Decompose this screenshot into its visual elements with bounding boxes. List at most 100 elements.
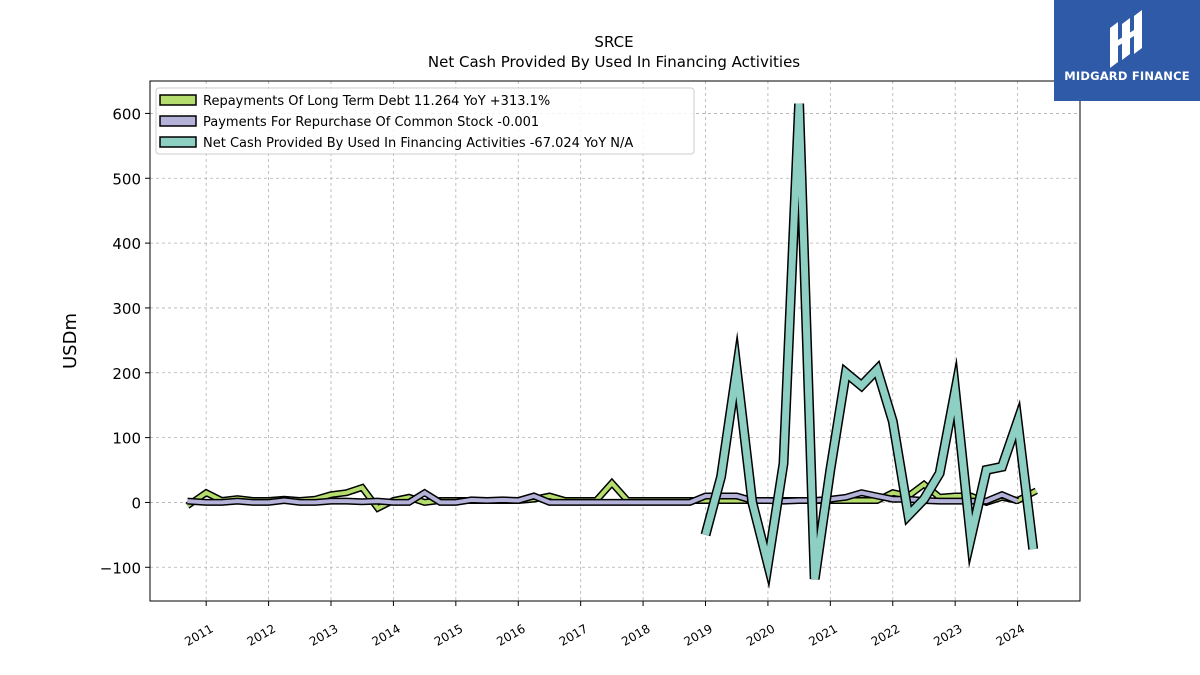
x-tick-label: 2020 xyxy=(744,621,777,648)
data-point xyxy=(346,492,347,493)
plot-frame xyxy=(149,80,1081,602)
x-tick-label: 2021 xyxy=(806,621,839,648)
legend-frame xyxy=(155,87,695,155)
data-point xyxy=(955,390,956,391)
data-point xyxy=(206,502,207,503)
x-tick-label: 2013 xyxy=(307,621,340,648)
x-tick-label: 2016 xyxy=(494,621,527,648)
data-point xyxy=(736,369,737,370)
legend-swatch xyxy=(159,136,197,148)
data-point xyxy=(877,369,878,370)
data-point xyxy=(705,534,706,535)
y-axis: −100 0 100 200 300 400 500 600 xyxy=(100,105,150,577)
data-point xyxy=(377,501,378,502)
x-tick-label: 2012 xyxy=(245,621,278,648)
data-point xyxy=(752,502,753,503)
data-point xyxy=(533,495,534,496)
x-tick-label: 2023 xyxy=(931,621,964,648)
x-tick-label: 2024 xyxy=(994,621,1027,648)
chart-subtitle: Net Cash Provided By Used In Financing A… xyxy=(428,53,800,71)
data-point xyxy=(970,538,971,539)
data-point xyxy=(861,492,862,493)
data-point xyxy=(892,492,893,493)
data-point xyxy=(799,500,800,501)
data-point xyxy=(721,500,722,501)
data-point xyxy=(986,469,987,470)
data-point xyxy=(424,492,425,493)
data-point xyxy=(814,578,815,579)
data-point xyxy=(330,494,331,495)
data-point xyxy=(892,499,893,500)
y-tick-label: 100 xyxy=(112,430,141,448)
data-point xyxy=(892,421,893,422)
series-layer xyxy=(185,103,1039,590)
y-tick-label: 200 xyxy=(112,365,141,383)
data-point xyxy=(1017,501,1018,502)
data-point xyxy=(923,484,924,485)
data-point xyxy=(315,502,316,503)
data-point xyxy=(1033,549,1034,550)
data-point xyxy=(565,502,566,503)
legend: Repayments Of Long Term Debt 11.264 YoY … xyxy=(155,87,695,155)
data-point xyxy=(908,515,909,516)
data-point xyxy=(268,502,269,503)
data-point xyxy=(767,500,768,501)
data-point xyxy=(408,502,409,503)
y-axis-label: USDm xyxy=(60,313,81,369)
data-point xyxy=(424,502,425,503)
data-point xyxy=(955,495,956,496)
data-point xyxy=(736,500,737,501)
y-tick-label: 300 xyxy=(112,300,141,318)
data-point xyxy=(877,500,878,501)
x-tick-label: 2017 xyxy=(557,621,590,648)
data-point xyxy=(845,497,846,498)
data-point xyxy=(783,463,784,464)
data-point xyxy=(643,502,644,503)
legend-swatch xyxy=(159,115,197,127)
data-point xyxy=(845,372,846,373)
x-tick-label: 2022 xyxy=(869,621,902,648)
data-point xyxy=(252,502,253,503)
data-point xyxy=(939,473,940,474)
data-point xyxy=(455,502,456,503)
data-point xyxy=(549,495,550,496)
data-point xyxy=(440,502,441,503)
data-point xyxy=(471,499,472,500)
legend-label: Payments For Repurchase Of Common Stock … xyxy=(203,115,539,130)
series-line xyxy=(187,490,1019,505)
y-tick-label: 600 xyxy=(112,105,141,123)
data-point xyxy=(549,502,550,503)
data-point xyxy=(580,502,581,503)
legend-label: Repayments Of Long Term Debt 11.264 YoY … xyxy=(203,94,550,109)
data-point xyxy=(877,495,878,496)
data-point xyxy=(955,501,956,502)
data-point xyxy=(736,495,737,496)
data-point xyxy=(799,103,800,104)
y-tick-label: −100 xyxy=(100,559,141,577)
series-line xyxy=(186,479,1038,511)
data-point xyxy=(611,502,612,503)
data-point xyxy=(187,505,188,506)
data-point xyxy=(346,501,347,502)
data-point xyxy=(330,501,331,502)
data-point xyxy=(486,500,487,501)
data-point xyxy=(408,497,409,498)
data-point xyxy=(237,501,238,502)
data-point xyxy=(627,502,628,503)
data-point xyxy=(596,502,597,503)
logo-name: MIDGARD FINANCE xyxy=(1064,69,1190,83)
data-point xyxy=(1001,466,1002,467)
grid xyxy=(150,81,1080,601)
data-point xyxy=(986,501,987,502)
data-point xyxy=(939,501,940,502)
data-point xyxy=(705,495,706,496)
data-point xyxy=(1001,494,1002,495)
data-point xyxy=(1036,490,1037,491)
legend-label: Net Cash Provided By Used In Financing A… xyxy=(203,136,633,151)
data-point xyxy=(1017,421,1018,422)
data-point xyxy=(923,499,924,500)
data-point xyxy=(861,500,862,501)
legend-swatch xyxy=(159,94,197,106)
x-tick-label: 2018 xyxy=(619,621,652,648)
